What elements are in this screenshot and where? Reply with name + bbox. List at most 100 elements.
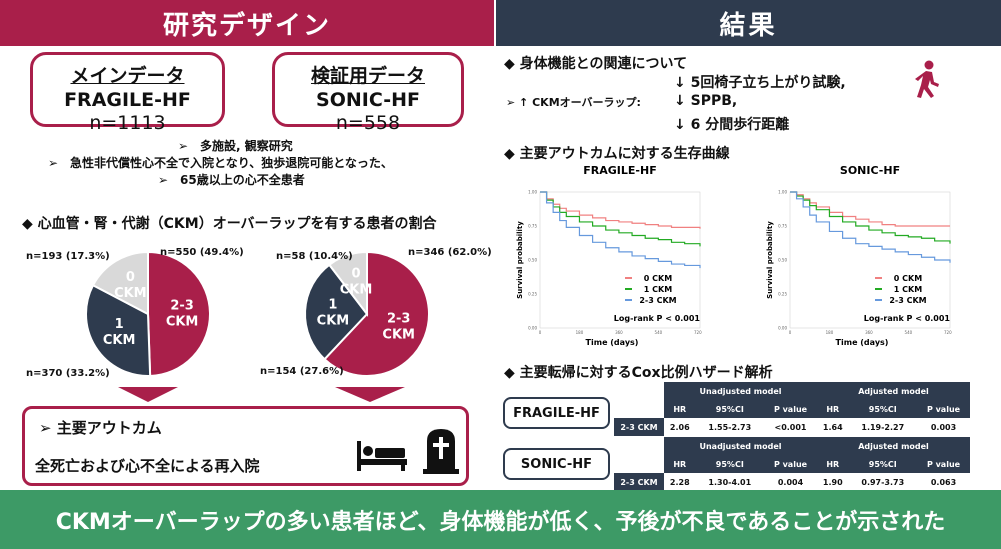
km-logrank: Log-rank P < 0.001 [614, 314, 701, 323]
down-arrow-1 [118, 387, 178, 402]
table-cell: 0.063 [930, 477, 957, 487]
row-label: 2-3 CKM [614, 473, 664, 491]
outcome-text: 全死亡および心不全による再入院 [35, 457, 260, 475]
table-cell: 0.003 [930, 422, 957, 432]
design-header: 研究デザイン [0, 0, 494, 46]
km-series-line [790, 191, 951, 263]
km-x-tick: 180 [576, 330, 584, 335]
km-series-line [540, 191, 701, 269]
table-cell: 0.004 [777, 477, 804, 487]
km-title: FRAGILE-HF [583, 164, 656, 177]
km-y-tick: 0.00 [778, 326, 787, 331]
pie2-zero-count: n=58 (10.4%) [276, 251, 353, 262]
col-ci: 95%CI [695, 455, 765, 473]
pie1-one-count: n=370 (33.2%) [26, 368, 110, 379]
pie2-two-three-count: n=346 (62.0%) [408, 247, 492, 258]
km-logrank: Log-rank P < 0.001 [864, 314, 951, 323]
km-ylabel: Survival probability [516, 221, 524, 299]
km-y-tick: 1.00 [778, 190, 787, 195]
pie1-zero-count: n=193 (17.3%) [26, 251, 110, 262]
pie-label-one: 1 CKM [317, 297, 350, 328]
validation-data-n: n=558 [335, 112, 401, 134]
km-y-tick: 0.25 [778, 292, 787, 297]
km-ylabel: Survival probability [766, 221, 774, 299]
pie-slice-zero [91, 250, 149, 316]
results-header: 結果 [496, 0, 1001, 46]
km-frame [789, 191, 951, 329]
km-y-tick: 0.75 [528, 224, 537, 229]
pie1-two-three-count: n=550 (49.4%) [160, 247, 244, 258]
km-x-tick: 720 [694, 330, 702, 335]
pie-label-two_three: 2-3 CKM [382, 312, 415, 343]
km-chart-sonic-hf: SONIC-HF 0.00 0.25 0.50 0.75 1.00 0 180 360 540 72… [766, 164, 952, 347]
table-cell: 1.30-4.01 [708, 477, 752, 487]
validation-data-label: 検証用データ [310, 65, 425, 87]
main-data-box: メインデータ FRAGILE-HF n=1113 [30, 52, 225, 134]
physical-function-title: ◆ 身体機能との関連について [504, 56, 688, 72]
pie2-one-count: n=154 (27.6%) [260, 366, 344, 377]
km-x-tick: 360 [615, 330, 623, 335]
design-bullet-2: ➢ 急性非代償性心不全で入院となり、独歩退院可能となった、 [48, 156, 393, 170]
cohort-label-fragile-hf: FRAGILE-HF [503, 397, 610, 429]
cox-table-sonic-hf: Unadjusted model Adjusted model HR 95%CI… [614, 437, 970, 491]
pie-slice-one [85, 283, 152, 377]
table-cell: 1.55-2.73 [708, 422, 752, 432]
pie-label-zero: 0 CKM [340, 267, 373, 298]
survival-curves: FRAGILE-HF 0.00 0.25 0.50 0.75 1.00 0 180 360 540… [516, 164, 952, 347]
km-y-tick: 1.00 [528, 190, 537, 195]
km-series-line [540, 191, 701, 247]
primary-outcome-box: ➢ 主要アウトカム 全死亡および心不全による再入院 [22, 406, 469, 486]
km-x-tick: 0 [539, 330, 542, 335]
km-xlabel: Time (days) [836, 338, 889, 347]
km-legend-label: 1 CKM [644, 285, 672, 294]
main-data-name: FRAGILE-HF [64, 89, 191, 111]
km-x-tick: 720 [944, 330, 952, 335]
conclusion-footer: CKMオーバーラップの多い患者ほど、身体機能が低く、予後が不良であることが示され… [0, 490, 1001, 549]
km-x-tick: 180 [826, 330, 834, 335]
km-title: SONIC-HF [840, 164, 900, 177]
survival-section-title: ◆ 主要アウトカムに対する生存曲線 [504, 146, 730, 162]
km-x-tick: 540 [655, 330, 663, 335]
table-cell: 0.97-3.73 [861, 477, 905, 487]
walking-person-icon [915, 60, 939, 98]
down-arrow-2 [335, 387, 405, 402]
col-ci-adj: 95%CI [848, 455, 917, 473]
km-series-line [790, 191, 951, 244]
unadjusted-header: Unadjusted model [664, 437, 817, 455]
adjusted-header: Adjusted model [816, 437, 970, 455]
km-x-tick: 360 [865, 330, 873, 335]
km-legend-label: 0 CKM [644, 274, 672, 283]
pie-slice-zero [327, 250, 368, 317]
pie-label-one: 1 CKM [103, 317, 136, 348]
table-cell: <0.001 [774, 422, 807, 432]
km-y-tick: 0.50 [528, 258, 537, 263]
physical-item-1: ↓ 5回椅子立ち上がり試験, [674, 75, 846, 91]
km-y-tick: 0.00 [528, 326, 537, 331]
cox-section-title: ◆ 主要転帰に対するCox比例ハザード解析 [504, 365, 773, 381]
table-cell: 2.28 [669, 477, 690, 487]
km-series-line [790, 191, 950, 227]
km-series-line [540, 191, 701, 229]
table-cell: 1.64 [822, 422, 843, 432]
col-ci-adj: 95%CI [848, 400, 917, 418]
col-p: P value [764, 455, 817, 473]
col-p: P value [764, 400, 817, 418]
validation-data-name: SONIC-HF [316, 89, 420, 111]
outcome-title: ➢ 主要アウトカム [39, 419, 162, 437]
table-cell: 2.06 [669, 422, 690, 432]
design-bullet-3: ➢ 65歳以上の心不全患者 [158, 173, 305, 187]
km-y-tick: 0.50 [778, 258, 787, 263]
km-y-tick: 0.25 [528, 292, 537, 297]
pie-label-two_three: 2-3 CKM [166, 298, 199, 329]
km-frame [539, 191, 701, 329]
ckm-section-title: ◆ 心血管・腎・代謝（CKM）オーバーラップを有する患者の割合 [22, 216, 437, 232]
km-x-tick: 0 [789, 330, 792, 335]
col-p-adj: P value [917, 400, 970, 418]
design-bullet-1: ➢ 多施設, 観察研究 [178, 139, 293, 153]
gravestone-cross-icon [423, 429, 459, 474]
ckm-overlap-prefix: ➢ ↑ CKMオーバーラップ: [506, 96, 641, 109]
bed-icon [357, 441, 407, 471]
pie-fragile-hf: 2-3 CKM 1 CKM 0 CKM [85, 250, 211, 377]
km-x-tick: 540 [905, 330, 913, 335]
table-cell: 1.19-2.27 [861, 422, 905, 432]
